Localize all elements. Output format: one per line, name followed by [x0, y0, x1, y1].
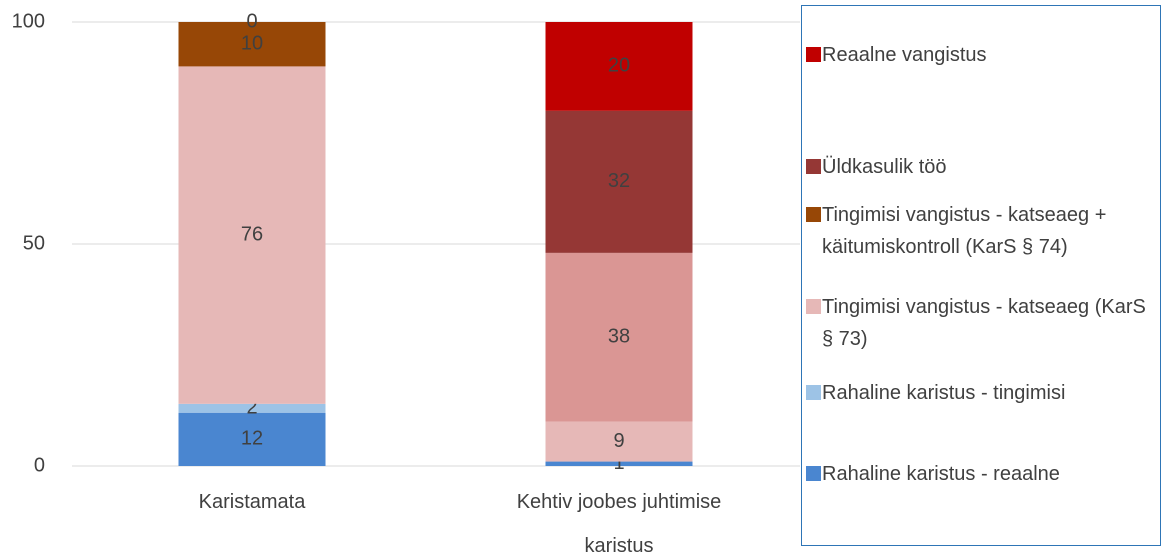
bar-segment [545, 110, 693, 253]
legend: Rahaline karistus - reaalne Rahaline kari… [801, 5, 1161, 546]
data-label: 0 [246, 10, 257, 32]
legend-swatch [806, 385, 821, 400]
x-tick-label: Karistamata [198, 491, 306, 513]
bar-segment [178, 22, 326, 67]
bar-segment [545, 421, 693, 462]
legend-swatch [806, 207, 821, 222]
legend-label: Rahaline karistus - reaalne [822, 463, 1060, 485]
legend-label: Reaalne vangistus [822, 44, 987, 66]
legend-swatch [806, 466, 821, 481]
x-tick-label: Kehtiv joobes juhtimise karistus [516, 491, 722, 552]
data-label: 32 [608, 170, 630, 192]
y-tick-label: 0 [34, 454, 45, 476]
bar-segment [545, 252, 693, 422]
legend-label: Tingimisi vangistus - katseaeg (KarS § 7… [822, 296, 1146, 350]
bar-segment [178, 403, 326, 413]
data-label: 1 [613, 452, 624, 474]
legend-label: Üldkasulik töö [822, 156, 947, 178]
data-label: 9 [613, 430, 624, 452]
data-label: 76 [241, 223, 263, 245]
legend-swatch [806, 299, 821, 314]
y-tick-label: 100 [12, 10, 45, 32]
data-label: 10 [241, 32, 263, 54]
bar-segment [545, 461, 693, 466]
data-label: 38 [608, 326, 630, 348]
data-label: 2 [246, 397, 257, 419]
legend-label: Rahaline karistus - tingimisi [822, 382, 1066, 404]
data-label: 12 [241, 428, 263, 450]
y-tick-label: 50 [23, 232, 45, 254]
bar-segment [178, 412, 326, 466]
legend-label: Tingimisi vangistus - katseaeg + käitumi… [822, 204, 1107, 258]
bar-segment [545, 22, 693, 111]
legend-swatch [806, 47, 821, 62]
data-label: 20 [608, 55, 630, 77]
bar-segment [178, 66, 326, 404]
legend-swatch [806, 159, 821, 174]
